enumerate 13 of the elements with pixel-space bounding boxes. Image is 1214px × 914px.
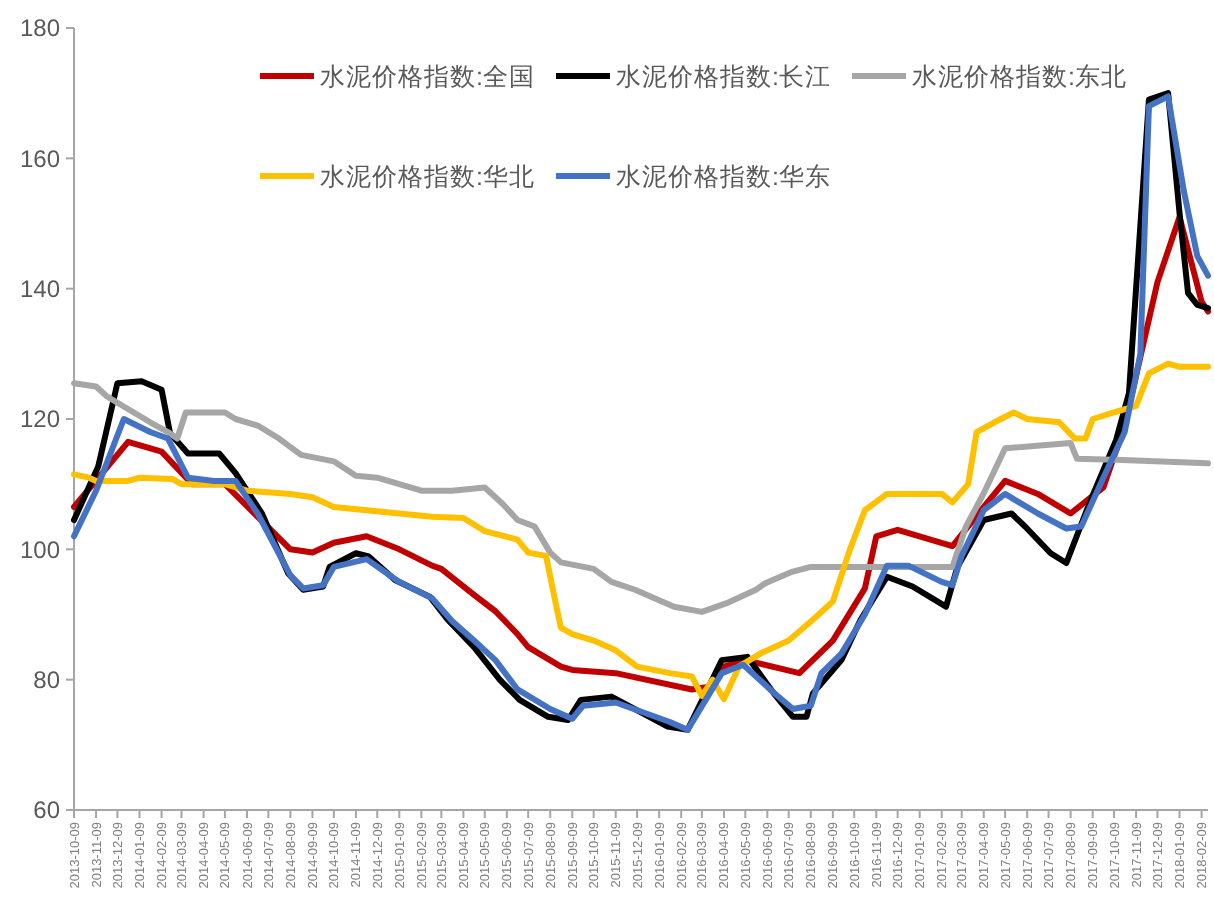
y-tick-label: 120 xyxy=(19,405,61,434)
y-tick-label: 160 xyxy=(19,144,61,173)
legend-label: 水泥价格指数:全国 xyxy=(320,62,535,91)
legend-label: 水泥价格指数:华东 xyxy=(616,162,831,191)
y-tick-label: 140 xyxy=(19,275,61,304)
legend-label: 水泥价格指数:长江 xyxy=(616,62,831,91)
line-series xyxy=(71,360,1211,703)
y-tick-label: 60 xyxy=(33,796,61,825)
y-tick-label: 180 xyxy=(19,14,61,43)
legend-label: 水泥价格指数:东北 xyxy=(912,62,1127,91)
legend-label: 水泥价格指数:华北 xyxy=(320,162,535,191)
y-tick-label: 100 xyxy=(19,535,61,564)
y-tick-label: 80 xyxy=(33,666,61,695)
